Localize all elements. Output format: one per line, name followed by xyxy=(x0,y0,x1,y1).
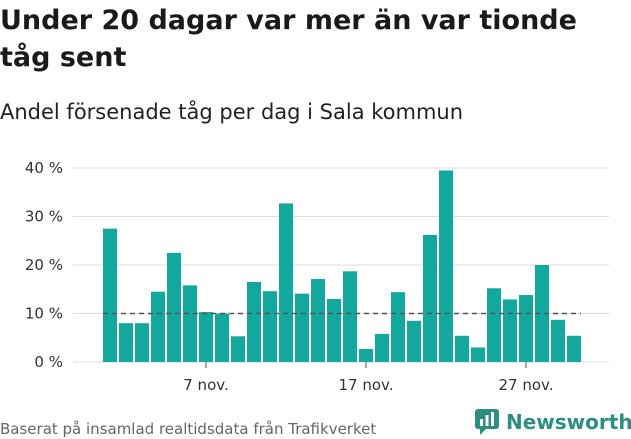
bar xyxy=(423,234,437,362)
bar xyxy=(567,335,581,362)
bar xyxy=(327,298,341,362)
bar xyxy=(215,313,229,362)
bar xyxy=(231,336,245,362)
bar xyxy=(263,291,277,362)
bar-chart: 0 % 10 % 20 % 30 % 40 % 7 nov. 17 nov. 27 nov. xyxy=(25,159,609,394)
bar xyxy=(455,335,469,362)
bar xyxy=(407,320,421,362)
chart-title: Under 20 dagar var mer än var tionde tåg… xyxy=(0,5,577,73)
y-tick-label: 40 % xyxy=(25,159,63,177)
x-tick-label: 7 nov. xyxy=(183,376,228,394)
bar xyxy=(551,319,565,362)
bar xyxy=(487,288,501,362)
bar xyxy=(343,271,357,362)
chart-subtitle: Andel försenade tåg per dag i Sala kommu… xyxy=(0,100,464,124)
bar xyxy=(295,293,309,362)
x-tick-label: 17 nov. xyxy=(338,376,393,394)
bar xyxy=(247,281,261,362)
y-tick-label: 0 % xyxy=(34,353,63,371)
bar xyxy=(135,323,149,362)
bar xyxy=(439,170,453,362)
x-tick-label: 27 nov. xyxy=(498,376,553,394)
y-tick-label: 30 % xyxy=(25,208,63,226)
source-note: Baserat på insamlad realtidsdata från Tr… xyxy=(0,420,377,438)
bar xyxy=(103,228,117,362)
newsworthy-logo[interactable]: Newsworthy xyxy=(474,406,631,438)
bar xyxy=(279,203,293,362)
bar xyxy=(311,279,325,362)
bar xyxy=(471,347,485,362)
y-tick-label: 20 % xyxy=(25,256,63,274)
bar xyxy=(519,295,533,362)
bar xyxy=(535,265,549,362)
bar xyxy=(503,299,517,362)
newsworthy-icon xyxy=(475,409,499,435)
bar xyxy=(391,292,405,362)
bar xyxy=(119,323,133,362)
brand-name: Newsworthy xyxy=(506,410,631,434)
bar xyxy=(199,312,213,362)
bar xyxy=(375,333,389,362)
bar xyxy=(151,291,165,362)
bar xyxy=(183,285,197,362)
bar xyxy=(359,348,373,362)
y-tick-label: 10 % xyxy=(25,305,63,323)
bar xyxy=(167,252,181,362)
